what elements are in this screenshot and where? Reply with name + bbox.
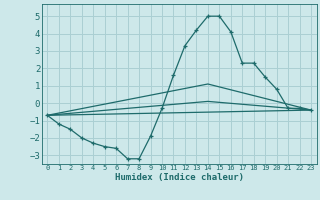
X-axis label: Humidex (Indice chaleur): Humidex (Indice chaleur) — [115, 173, 244, 182]
